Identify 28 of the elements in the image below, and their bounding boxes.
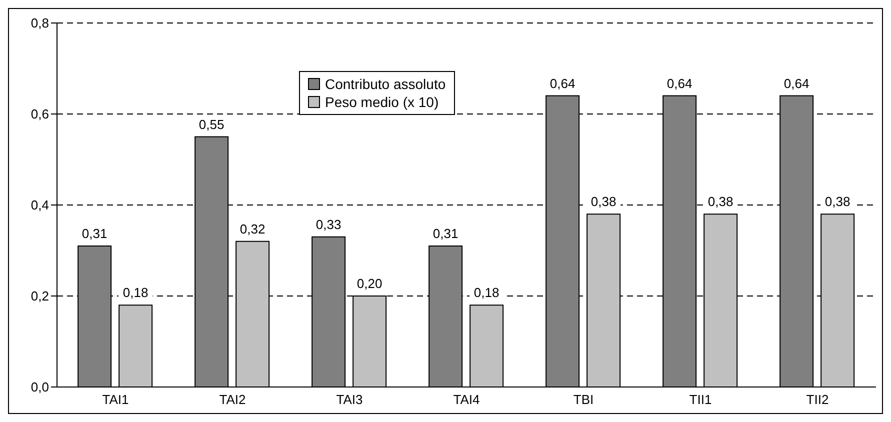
data-label: 0,64 xyxy=(784,76,810,91)
y-tick-label: 0,4 xyxy=(30,198,49,213)
x-tick-label: TAI1 xyxy=(102,392,129,408)
data-label: 0,38 xyxy=(590,194,616,210)
data-label: 0,18 xyxy=(122,285,148,300)
data-label: 0,31 xyxy=(432,226,458,241)
data-label: 0,18 xyxy=(474,285,500,300)
data-label: 0,38 xyxy=(708,194,734,210)
x-tick-label: TAI2 xyxy=(219,392,246,408)
data-label: 0,32 xyxy=(240,221,266,236)
data-label: 0,20 xyxy=(356,276,382,291)
data-label: 0,55 xyxy=(198,116,224,132)
data-label: 0,38 xyxy=(824,194,850,210)
data-label: 0,31 xyxy=(82,226,108,241)
legend-label: Peso medio (x 10) xyxy=(325,93,439,111)
x-tick-label: TAI3 xyxy=(336,392,363,408)
x-tick-label: TII1 xyxy=(689,392,712,408)
x-tick-label: TII2 xyxy=(806,392,829,408)
x-tick-label: TAI4 xyxy=(453,392,480,408)
data-label: 0,64 xyxy=(666,76,692,91)
y-tick-label: 0,6 xyxy=(30,106,49,122)
data-label: 0,33 xyxy=(316,216,342,232)
x-tick-label: TBI xyxy=(573,392,594,408)
y-tick-label: 0,8 xyxy=(30,16,49,31)
legend-label: Contributo assoluto xyxy=(325,75,446,93)
y-tick-label: 0,2 xyxy=(30,288,49,304)
y-tick-label: 0,0 xyxy=(30,380,49,395)
data-label: 0,64 xyxy=(550,76,576,91)
